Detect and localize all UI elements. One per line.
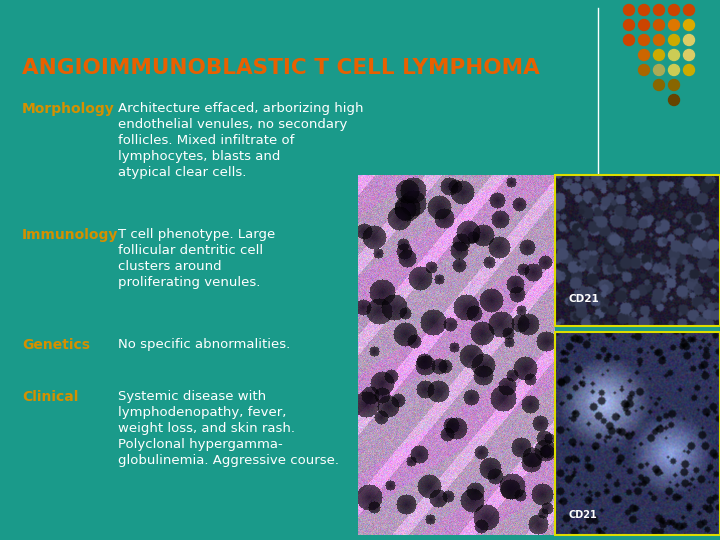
Circle shape	[683, 50, 695, 60]
Circle shape	[668, 94, 680, 105]
Bar	[555, 175, 720, 326]
Text: Clinical: Clinical	[22, 390, 78, 404]
Circle shape	[639, 19, 649, 30]
Circle shape	[624, 35, 634, 45]
Text: ANGIOIMMUNOBLASTIC T CELL LYMPHOMA: ANGIOIMMUNOBLASTIC T CELL LYMPHOMA	[22, 58, 540, 78]
Circle shape	[654, 64, 665, 76]
Circle shape	[639, 64, 649, 76]
Circle shape	[639, 4, 649, 16]
Circle shape	[654, 35, 665, 45]
Bar	[555, 332, 720, 535]
Circle shape	[654, 4, 665, 16]
Text: CD21: CD21	[569, 510, 597, 519]
Circle shape	[654, 50, 665, 60]
Circle shape	[654, 79, 665, 91]
Circle shape	[668, 19, 680, 30]
Circle shape	[668, 4, 680, 16]
Text: No specific abnormalities.: No specific abnormalities.	[118, 338, 290, 351]
Text: Genetics: Genetics	[22, 338, 90, 352]
Circle shape	[624, 4, 634, 16]
Text: T cell phenotype. Large
follicular dentritic cell
clusters around
proliferating : T cell phenotype. Large follicular dentr…	[118, 228, 275, 289]
Text: Morphology: Morphology	[22, 102, 114, 116]
Circle shape	[683, 4, 695, 16]
Text: CD21: CD21	[569, 294, 599, 304]
Circle shape	[668, 64, 680, 76]
Circle shape	[639, 50, 649, 60]
Circle shape	[624, 19, 634, 30]
Text: Architecture effaced, arborizing high
endothelial venules, no secondary
follicle: Architecture effaced, arborizing high en…	[118, 102, 364, 179]
Circle shape	[668, 35, 680, 45]
Text: Immunology: Immunology	[22, 228, 118, 242]
Text: Systemic disease with
lymphodenopathy, fever,
weight loss, and skin rash.
Polycl: Systemic disease with lymphodenopathy, f…	[118, 390, 339, 467]
Circle shape	[668, 79, 680, 91]
Circle shape	[668, 50, 680, 60]
Circle shape	[683, 19, 695, 30]
Circle shape	[683, 64, 695, 76]
Circle shape	[654, 19, 665, 30]
Circle shape	[639, 35, 649, 45]
Circle shape	[683, 35, 695, 45]
